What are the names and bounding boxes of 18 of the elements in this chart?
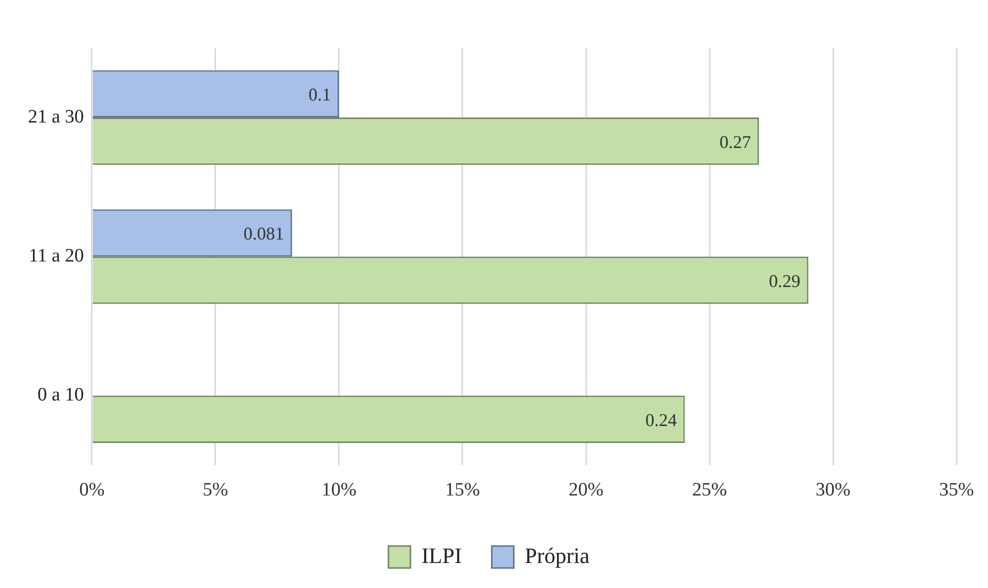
data-label: 0.081 [244,224,284,244]
y-tick-label: 0 a 10 [37,384,84,406]
x-tick-label: 30% [816,480,851,501]
x-tick-label: 15% [445,480,480,501]
x-tick-label: 20% [568,480,604,501]
x-tick-label: 0% [79,480,105,501]
data-label: 0.29 [768,270,800,291]
data-label: 0.1 [308,84,331,105]
y-tick-label: 11 a 20 [28,246,84,267]
legend-label: ILPI [421,542,462,568]
y-tick-label: 21 a 30 [28,106,84,128]
x-tick-label: 25% [692,480,728,501]
x-tick-label: 35% [939,480,974,501]
legend-label: Própria [524,542,590,568]
x-tick-label: 5% [202,480,228,501]
data-label: 0.27 [719,132,751,152]
x-tick-label: 10% [322,480,357,501]
data-label: 0.24 [645,410,677,430]
